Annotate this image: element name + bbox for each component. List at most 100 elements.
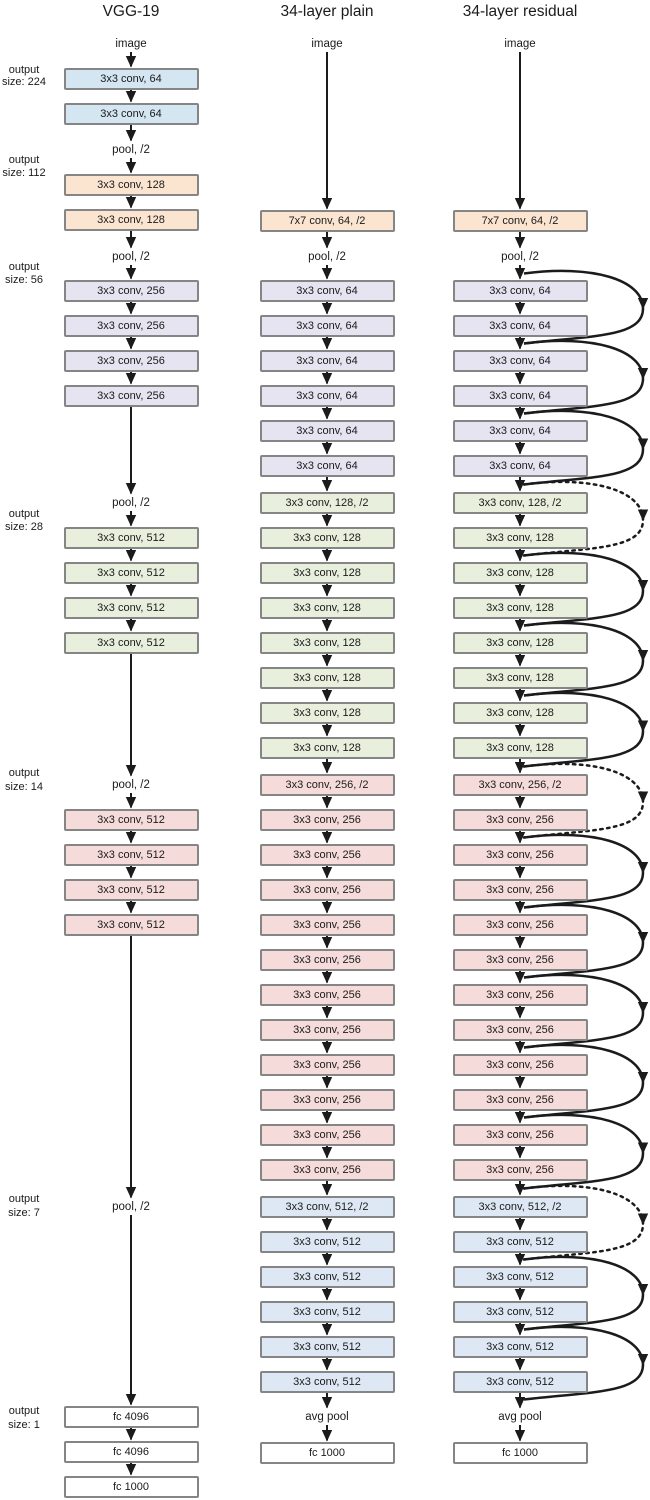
output-size-label: output xyxy=(8,1405,40,1417)
layer-box-plain34: 3x3 conv, 256 xyxy=(259,914,395,936)
layer-box-plain34: 3x3 conv, 256 xyxy=(259,1054,395,1076)
layer-box-residual34: 3x3 conv, 128 xyxy=(452,562,588,584)
layer-box-residual34: 3x3 conv, 64 xyxy=(452,315,588,337)
layer-box-plain34: 3x3 conv, 64 xyxy=(259,350,395,372)
layer-box-plain34: 3x3 conv, 512 xyxy=(259,1301,395,1323)
layer-box-residual34: 3x3 conv, 128 xyxy=(452,527,588,549)
layer-box-residual34: 3x3 conv, 256 xyxy=(452,844,588,866)
layer-box-plain34: 3x3 conv, 64 xyxy=(259,385,395,407)
layer-box-plain34: 3x3 conv, 512 xyxy=(259,1371,395,1393)
skip-connection-solid xyxy=(523,269,649,345)
layer-box-residual34: 3x3 conv, 256 xyxy=(452,1054,588,1076)
output-size-label: size: 112 xyxy=(2,167,46,179)
layer-box-residual34: 3x3 conv, 64 xyxy=(452,350,588,372)
layer-box-plain34: 3x3 conv, 256 xyxy=(259,1124,395,1146)
flow-label-vgg19: pool, /2 xyxy=(112,497,150,509)
layer-box-residual34: 3x3 conv, 256 xyxy=(452,1124,588,1146)
layer-box-residual34: 3x3 conv, 64 xyxy=(452,455,588,477)
layer-box-plain34: 3x3 conv, 256 xyxy=(259,844,395,866)
layer-box-plain34: 3x3 conv, 512 xyxy=(259,1336,395,1358)
layer-box-residual34: 3x3 conv, 128 xyxy=(452,702,588,724)
layer-box-plain34: 3x3 conv, 128 xyxy=(259,562,395,584)
layer-box-residual34: 3x3 conv, 128 xyxy=(452,737,588,759)
layer-box-vgg19: 3x3 conv, 128 xyxy=(63,209,199,231)
flow-label-residual34: pool, /2 xyxy=(501,251,539,263)
layer-box-residual34: 3x3 conv, 512 xyxy=(452,1336,588,1358)
flow-label-residual34: image xyxy=(504,38,536,50)
layer-box-plain34: 3x3 conv, 128 xyxy=(259,702,395,724)
layer-box-residual34: 3x3 conv, 64 xyxy=(452,280,588,302)
layer-box-plain34: 3x3 conv, 256 xyxy=(259,1089,395,1111)
layer-box-residual34: fc 1000 xyxy=(452,1442,588,1464)
layer-box-residual34: 3x3 conv, 256 xyxy=(452,809,588,831)
flow-label-vgg19: pool, /2 xyxy=(112,251,150,263)
layer-box-residual34: 7x7 conv, 64, /2 xyxy=(452,210,588,232)
output-size-label: output xyxy=(8,261,40,273)
column-title-plain34: 34-layer plain xyxy=(280,3,374,20)
layer-box-plain34: 3x3 conv, 64 xyxy=(259,280,395,302)
skip-connection-solid xyxy=(523,691,649,768)
layer-box-residual34: 3x3 conv, 256, /2 xyxy=(452,774,588,796)
layer-box-vgg19: 3x3 conv, 512 xyxy=(63,879,199,901)
layer-box-residual34: 3x3 conv, 128 xyxy=(452,597,588,619)
output-size-label: output xyxy=(8,154,40,166)
layer-box-vgg19: fc 4096 xyxy=(63,1441,199,1463)
column-title-residual34: 34-layer residual xyxy=(462,3,578,20)
flow-label-vgg19: pool, /2 xyxy=(112,1201,150,1213)
skip-connection-dotted xyxy=(522,480,649,557)
skip-connection-solid xyxy=(523,551,649,627)
layer-box-residual34: 3x3 conv, 512 xyxy=(452,1231,588,1253)
layer-box-residual34: 3x3 conv, 256 xyxy=(452,984,588,1006)
skip-connection-solid xyxy=(523,339,649,415)
layer-box-vgg19: 3x3 conv, 512 xyxy=(63,527,199,549)
layer-box-plain34: 3x3 conv, 128, /2 xyxy=(259,492,395,514)
layer-box-plain34: 3x3 conv, 256, /2 xyxy=(259,774,395,796)
output-size-label: size: 7 xyxy=(8,1207,40,1219)
layer-box-plain34: 7x7 conv, 64, /2 xyxy=(259,210,395,232)
layer-box-plain34: 3x3 conv, 128 xyxy=(259,667,395,689)
layer-box-vgg19: 3x3 conv, 256 xyxy=(63,315,199,337)
flow-label-plain34: avg pool xyxy=(305,1411,349,1423)
layer-box-plain34: 3x3 conv, 256 xyxy=(259,1159,395,1181)
layer-box-vgg19: 3x3 conv, 512 xyxy=(63,562,199,584)
layer-box-plain34: 3x3 conv, 256 xyxy=(259,984,395,1006)
layer-box-residual34: 3x3 conv, 512 xyxy=(452,1371,588,1393)
layer-box-vgg19: 3x3 conv, 256 xyxy=(63,280,199,302)
flow-label-plain34: image xyxy=(311,38,343,50)
skip-connection-solid xyxy=(523,621,649,697)
skip-connection-solid xyxy=(523,1113,649,1190)
layer-box-residual34: 3x3 conv, 512 xyxy=(452,1301,588,1323)
output-size-label: output xyxy=(8,1193,40,1205)
layer-box-plain34: 3x3 conv, 128 xyxy=(259,737,395,759)
skip-connection-dotted xyxy=(522,762,649,839)
layer-box-vgg19: 3x3 conv, 512 xyxy=(63,597,199,619)
layer-box-vgg19: fc 1000 xyxy=(63,1476,199,1498)
output-size-label: size: 28 xyxy=(5,521,43,533)
layer-box-plain34: 3x3 conv, 256 xyxy=(259,809,395,831)
skip-connection-dotted xyxy=(522,1184,649,1261)
flow-label-residual34: avg pool xyxy=(498,1411,542,1423)
layer-box-vgg19: 3x3 conv, 512 xyxy=(63,809,199,831)
output-size-label: output xyxy=(8,767,40,779)
skip-connection-solid xyxy=(523,1043,649,1119)
layer-box-residual34: 3x3 conv, 512 xyxy=(452,1266,588,1288)
layer-box-vgg19: 3x3 conv, 256 xyxy=(63,385,199,407)
layer-box-vgg19: 3x3 conv, 128 xyxy=(63,174,199,196)
skip-connection-solid xyxy=(523,973,649,1049)
skip-connection-solid xyxy=(523,833,649,909)
output-size-label: output xyxy=(8,64,40,76)
layer-box-plain34: 3x3 conv, 64 xyxy=(259,420,395,442)
flow-label-vgg19: image xyxy=(115,38,147,50)
flow-label-plain34: pool, /2 xyxy=(308,251,346,263)
skip-connection-solid xyxy=(523,1325,649,1401)
layer-box-plain34: 3x3 conv, 256 xyxy=(259,949,395,971)
layer-box-plain34: 3x3 conv, 512 xyxy=(259,1266,395,1288)
flow-label-vgg19: pool, /2 xyxy=(112,144,150,156)
output-size-label: output xyxy=(8,508,40,520)
layer-box-residual34: 3x3 conv, 256 xyxy=(452,949,588,971)
layer-box-residual34: 3x3 conv, 256 xyxy=(452,1159,588,1181)
layer-box-plain34: 3x3 conv, 512 xyxy=(259,1231,395,1253)
layer-box-residual34: 3x3 conv, 512, /2 xyxy=(452,1196,588,1218)
